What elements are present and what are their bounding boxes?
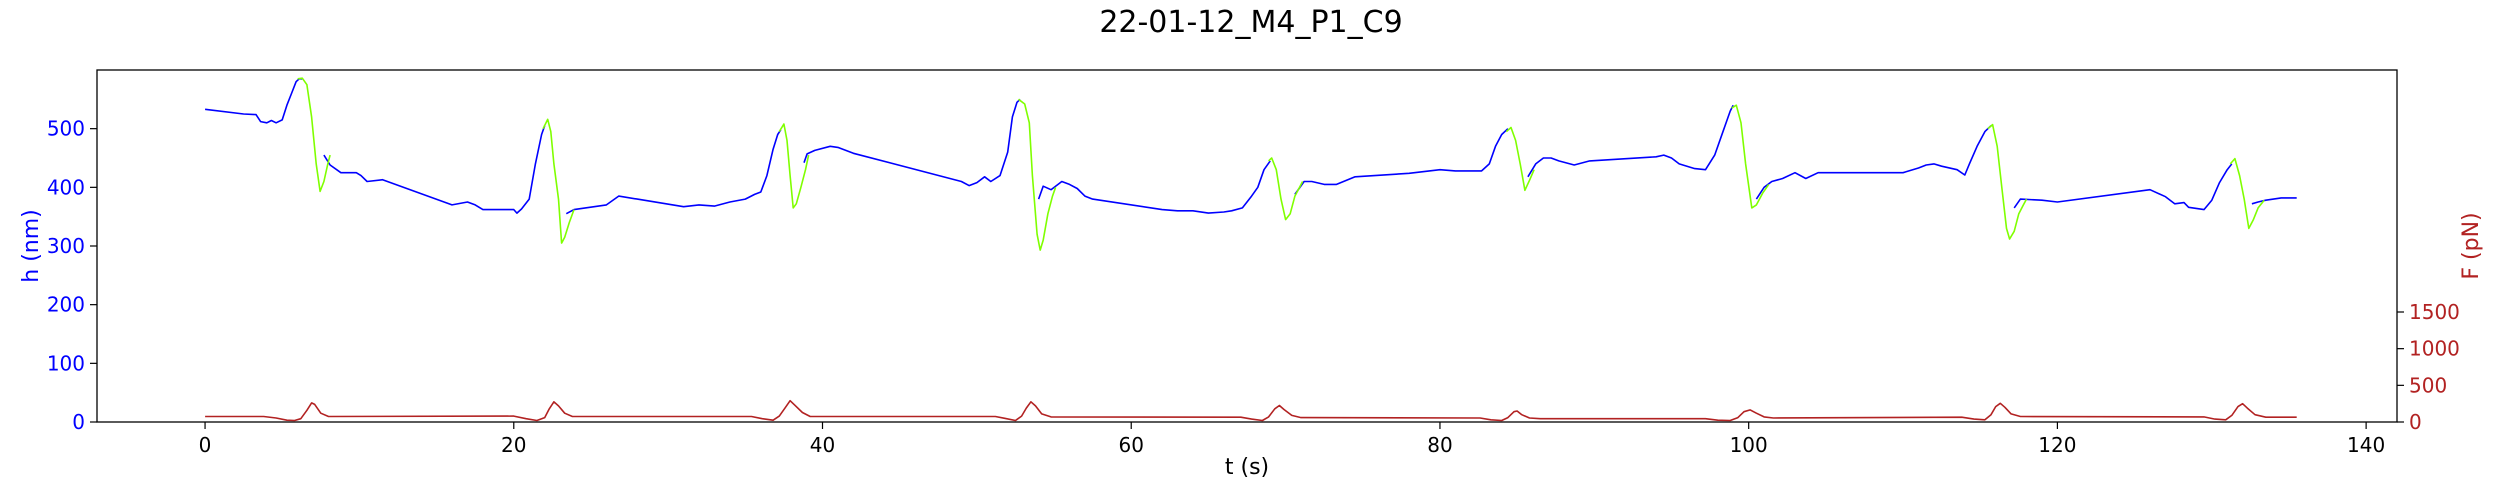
- series-1-segment-7: [1987, 123, 2028, 240]
- series-2-segment-0: [205, 399, 2297, 422]
- y-axis-right-label: F (pN): [2459, 212, 2484, 279]
- y-right-tick-label: 0: [2409, 410, 2422, 434]
- y-axis-left-label: h (nm): [19, 209, 44, 282]
- x-axis-label: t (s): [1225, 455, 1269, 480]
- x-tick-label: 80: [1427, 433, 1452, 457]
- x-tick-label: 120: [2038, 433, 2076, 457]
- y-right-tick-label: 1000: [2409, 337, 2460, 361]
- plot-frame: [96, 69, 2398, 423]
- y-left-tick-label: 400: [47, 175, 85, 199]
- series-1-segment-1: [542, 118, 575, 244]
- series-0-segment-3: [803, 98, 1021, 187]
- series-1-segment-6: [1731, 104, 1770, 209]
- series-0-segment-7: [1755, 125, 1992, 200]
- series-1-segment-8: [2229, 157, 2265, 230]
- x-tick-label: 60: [1119, 433, 1144, 457]
- series-0-segment-6: [1527, 104, 1734, 178]
- y-axis-left: 0 100 200 300 400 500: [47, 117, 97, 434]
- series-0-segment-0: [205, 78, 303, 124]
- series-0-segment-9: [2251, 197, 2297, 205]
- y-right-tick-label: 1500: [2409, 300, 2460, 324]
- chart-title: 22-01-12_M4_P1_C9: [1099, 5, 1402, 40]
- y-right-tick-label: 500: [2409, 373, 2447, 397]
- series-0-segment-1: [323, 125, 546, 214]
- y-left-tick-label: 300: [47, 234, 85, 258]
- series-0-segment-5: [1294, 128, 1509, 195]
- x-tick-label: 40: [810, 433, 835, 457]
- x-tick-label: 100: [1730, 433, 1768, 457]
- series-1-segment-5: [1505, 126, 1535, 192]
- series-0-segment-8: [2013, 163, 2233, 211]
- y-left-tick-label: 500: [47, 117, 85, 141]
- series-1-segment-3: [1018, 98, 1057, 251]
- x-tick-label: 140: [2347, 433, 2385, 457]
- series-layer: [205, 77, 2297, 422]
- series-1-segment-4: [1268, 157, 1304, 221]
- x-tick-label: 0: [199, 433, 212, 457]
- series-0-segment-4: [1037, 160, 1271, 214]
- y-left-tick-label: 200: [47, 293, 85, 317]
- series-0-segment-2: [565, 129, 782, 215]
- series-1-segment-0: [297, 77, 331, 193]
- x-tick-label: 20: [501, 433, 526, 457]
- y-left-tick-label: 100: [47, 351, 85, 375]
- y-left-tick-label: 0: [72, 410, 85, 434]
- series-1-segment-2: [778, 123, 810, 209]
- y-axis-right: 0 500 1000 1500: [2397, 300, 2460, 434]
- x-axis: 0 20 40 60 80 100 120 140: [199, 422, 2385, 457]
